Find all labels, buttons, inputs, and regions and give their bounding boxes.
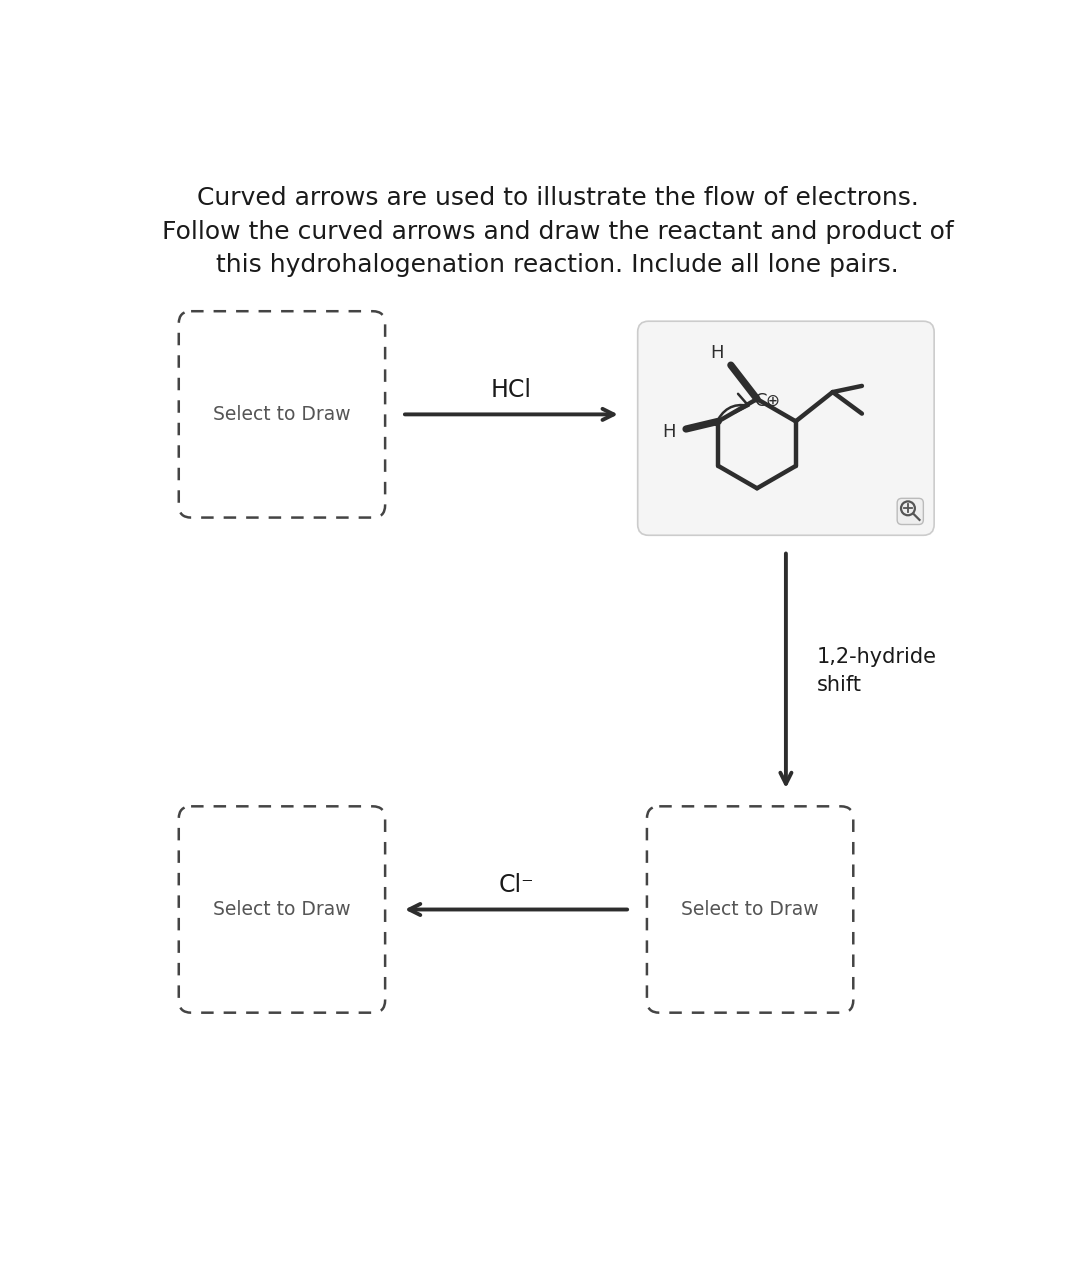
- Text: H: H: [710, 344, 724, 362]
- Text: Select to Draw: Select to Draw: [213, 900, 350, 919]
- Text: H: H: [663, 423, 676, 441]
- Text: ⊕: ⊕: [766, 392, 779, 410]
- FancyBboxPatch shape: [638, 321, 935, 535]
- FancyBboxPatch shape: [898, 498, 924, 524]
- Text: this hydrohalogenation reaction. Include all lone pairs.: this hydrohalogenation reaction. Include…: [217, 253, 899, 277]
- Text: HCl: HCl: [491, 378, 532, 401]
- FancyBboxPatch shape: [178, 806, 385, 1012]
- Text: Select to Draw: Select to Draw: [681, 900, 819, 919]
- Text: 1,2-hydride
shift: 1,2-hydride shift: [817, 647, 937, 695]
- Text: Cl⁻: Cl⁻: [498, 873, 534, 897]
- Text: Follow the curved arrows and draw the reactant and product of: Follow the curved arrows and draw the re…: [162, 220, 953, 244]
- Text: Curved arrows are used to illustrate the flow of electrons.: Curved arrows are used to illustrate the…: [197, 185, 918, 210]
- FancyBboxPatch shape: [647, 806, 853, 1012]
- FancyBboxPatch shape: [178, 312, 385, 518]
- Text: C: C: [755, 391, 768, 409]
- Text: Select to Draw: Select to Draw: [213, 405, 350, 424]
- FancyArrowPatch shape: [716, 394, 749, 424]
